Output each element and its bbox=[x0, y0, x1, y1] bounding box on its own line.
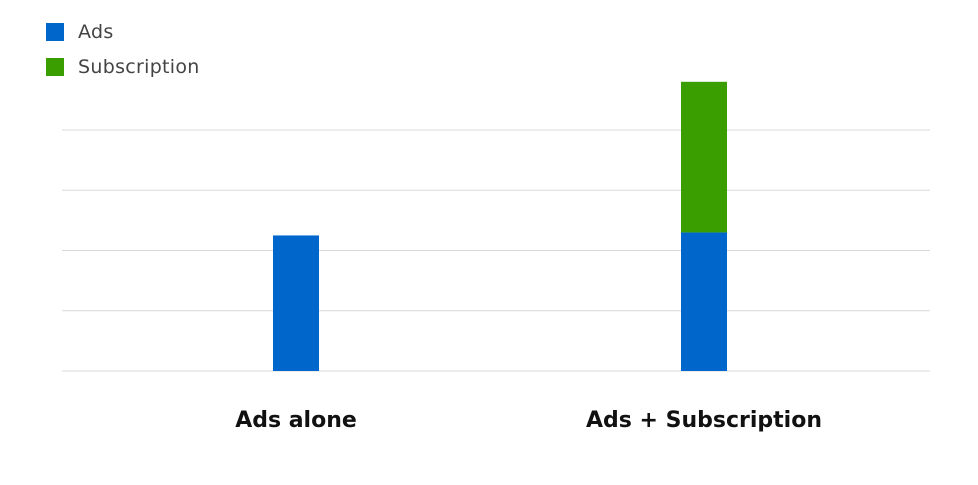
legend-item-subscription: Subscription bbox=[46, 55, 200, 79]
x-tick-label: Ads + Subscription bbox=[586, 408, 822, 433]
legend: Ads Subscription bbox=[46, 20, 200, 90]
x-tick-label: Ads alone bbox=[235, 408, 357, 433]
legend-item-ads: Ads bbox=[46, 20, 200, 44]
legend-swatch-ads bbox=[46, 23, 64, 41]
legend-label-ads: Ads bbox=[78, 21, 114, 43]
bar-ads-2 bbox=[681, 232, 727, 371]
bar-subscription-2 bbox=[681, 81, 727, 233]
bar-ads-1 bbox=[273, 235, 319, 371]
legend-swatch-subscription bbox=[46, 58, 64, 76]
legend-label-subscription: Subscription bbox=[78, 56, 200, 78]
